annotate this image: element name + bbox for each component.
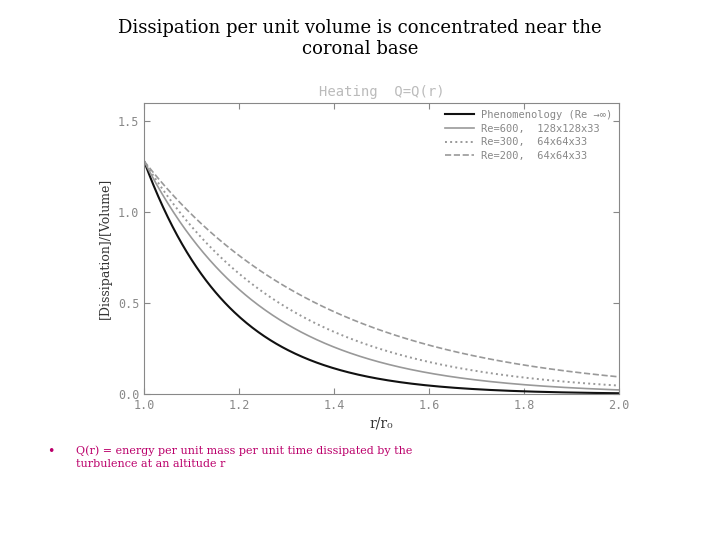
Text: •: •: [47, 446, 54, 458]
Text: Dissipation per unit volume is concentrated near the: Dissipation per unit volume is concentra…: [118, 19, 602, 37]
Title: Heating  Q=Q(r): Heating Q=Q(r): [319, 85, 444, 99]
Text: coronal base: coronal base: [302, 40, 418, 58]
Legend: Phenomenology (Re →∞), Re=600,  128x128x33, Re=300,  64x64x33, Re=200,  64x64x33: Phenomenology (Re →∞), Re=600, 128x128x3…: [441, 106, 616, 165]
Text: Q(r) = energy per unit mass per unit time dissipated by the
turbulence at an alt: Q(r) = energy per unit mass per unit tim…: [76, 446, 412, 469]
Y-axis label: [Dissipation]/[Volume]: [Dissipation]/[Volume]: [99, 178, 112, 319]
X-axis label: r/r₀: r/r₀: [370, 416, 393, 430]
